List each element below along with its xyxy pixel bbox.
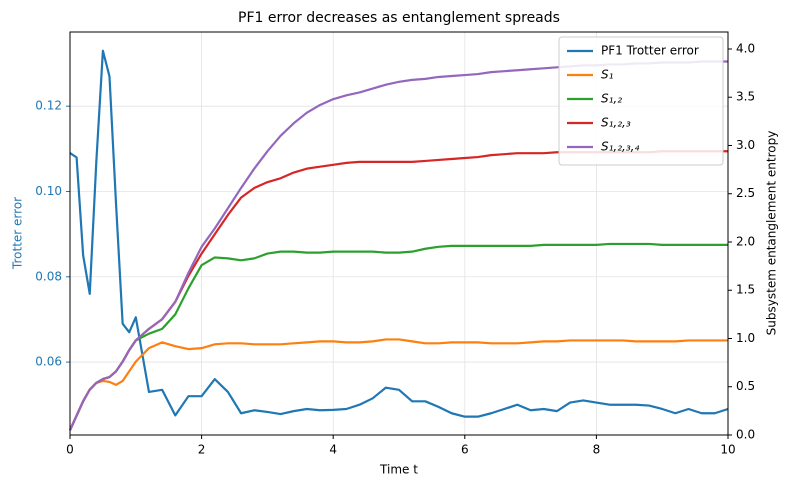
x-tick-label: 4 xyxy=(329,443,337,457)
x-tick-label: 6 xyxy=(461,443,469,457)
x-tick-label: 0 xyxy=(66,443,74,457)
x-tick-label: 10 xyxy=(720,443,735,457)
y2-tick-label: 0.5 xyxy=(736,379,755,393)
legend-label: S₁,₂,₃,₄ xyxy=(601,140,639,154)
x-tick-label: 2 xyxy=(198,443,206,457)
legend-label: S₁,₂,₃ xyxy=(601,116,631,130)
y2-tick-label: 0.0 xyxy=(736,428,755,442)
y-tick-label: 0.08 xyxy=(35,269,62,283)
y2-tick-label: 4.0 xyxy=(736,41,755,55)
y2-tick-label: 2.0 xyxy=(736,234,755,248)
legend-label: PF1 Trotter error xyxy=(601,44,699,58)
legend-box xyxy=(558,36,724,166)
y-tick-label: 0.10 xyxy=(35,184,62,198)
y2-tick-label: 2.5 xyxy=(736,186,755,200)
y2-tick-label: 1.5 xyxy=(736,283,755,297)
chart-title: PF1 error decreases as entanglement spre… xyxy=(238,10,560,26)
y-tick-label: 0.06 xyxy=(35,355,62,369)
legend-label: S₁ xyxy=(601,68,614,82)
y-axis-label: Trotter error xyxy=(11,197,25,270)
line-series xyxy=(69,49,729,418)
y2-axis-label: Subsystem entanglement entropy xyxy=(765,131,779,336)
x-axis-label: Time t xyxy=(379,463,418,477)
y2-tick-label: 3.0 xyxy=(736,138,755,152)
legend-label: S₁,₂ xyxy=(601,92,622,106)
y2-tick-label: 1.0 xyxy=(736,331,755,345)
line-series xyxy=(68,338,728,431)
y-tick-label: 0.12 xyxy=(35,99,62,113)
plot-frame xyxy=(69,31,729,436)
y2-tick-label: 3.5 xyxy=(736,90,755,104)
x-tick-label: 8 xyxy=(593,443,601,457)
